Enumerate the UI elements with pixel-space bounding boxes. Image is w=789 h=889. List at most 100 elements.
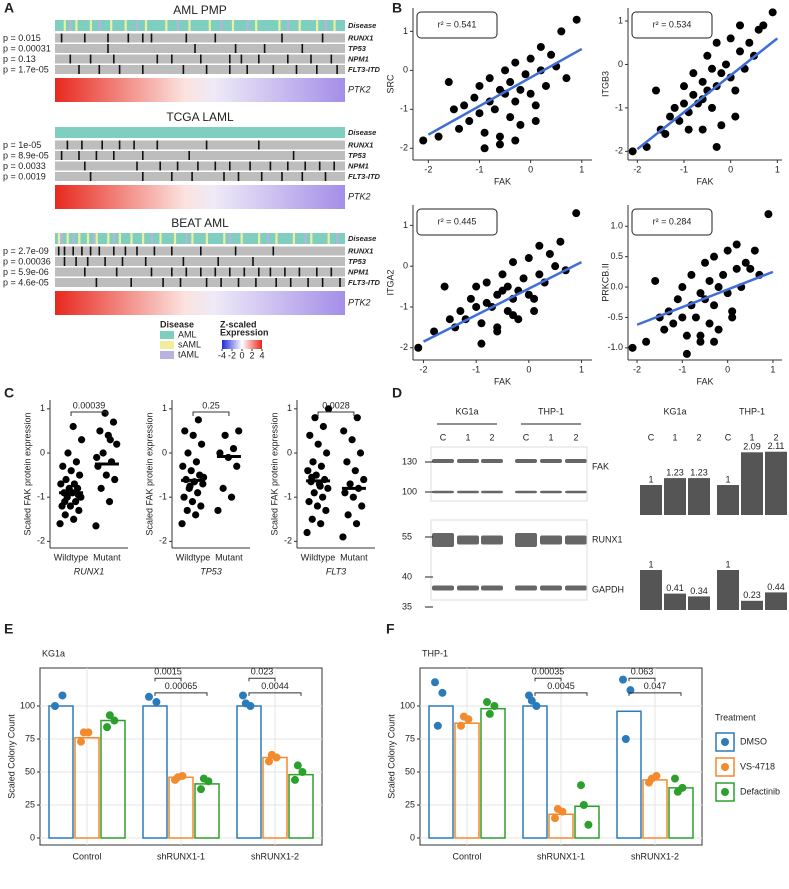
mutation-mark — [287, 54, 289, 64]
p-value: 0.023 — [251, 667, 274, 677]
gene-label: RUNX1 — [348, 246, 373, 255]
point — [673, 295, 682, 304]
point — [438, 688, 447, 697]
lane: C — [440, 432, 447, 442]
point — [708, 103, 716, 112]
disease-mark — [185, 233, 188, 244]
y-tick-label: -1 — [400, 104, 408, 114]
bar — [454, 722, 480, 839]
legend-key — [715, 732, 735, 752]
legend-title: Disease — [160, 319, 194, 329]
point — [324, 405, 333, 413]
blot-band — [515, 459, 537, 463]
point — [472, 282, 481, 291]
point — [178, 520, 186, 528]
p-value: p = 0.13 — [3, 54, 36, 64]
point — [308, 473, 316, 481]
mutation-mark — [142, 151, 144, 160]
point — [712, 38, 721, 47]
legend-label: VS-4718 — [740, 761, 775, 771]
point — [184, 449, 192, 457]
point — [113, 440, 121, 448]
disease-mark — [86, 233, 90, 244]
cell-line: KG1a — [663, 406, 686, 416]
blot-band — [565, 490, 587, 494]
marker: 55 — [402, 531, 412, 541]
point — [680, 99, 688, 108]
disease-row — [55, 20, 345, 31]
point — [477, 319, 486, 328]
disease-mark — [258, 233, 261, 244]
disease-mark — [142, 233, 145, 244]
mutation-row — [55, 151, 345, 160]
mutation-mark — [252, 257, 254, 266]
annotation: r² = 0.284 — [653, 216, 692, 226]
y-tick-label: 1 — [403, 220, 408, 230]
point — [72, 498, 80, 506]
mutation-mark — [214, 161, 217, 171]
y-axis-label: Scaled FAK protein expression — [22, 412, 32, 535]
point — [530, 294, 539, 303]
point — [319, 422, 327, 431]
mutation-mark — [333, 161, 335, 171]
point — [188, 498, 197, 506]
point — [689, 90, 698, 99]
colorbar-label: 4 — [259, 350, 264, 360]
mutation-mark — [115, 267, 118, 277]
point — [311, 414, 319, 422]
point — [192, 511, 200, 519]
point — [305, 498, 313, 506]
annotation-box — [631, 208, 713, 236]
mutation-mark — [229, 54, 231, 64]
x-tick-label: 1 — [579, 164, 584, 174]
point — [551, 262, 560, 271]
mutation-mark — [214, 33, 217, 43]
point — [465, 117, 474, 126]
colorbar-label: -2 — [228, 350, 236, 360]
point — [65, 484, 73, 492]
mutation-mark — [205, 278, 208, 287]
point — [72, 458, 80, 466]
bracket — [534, 692, 588, 696]
mutation-mark — [136, 246, 138, 256]
mutation-mark — [98, 65, 101, 74]
annotation-box — [416, 208, 498, 236]
mutation-row — [55, 278, 345, 287]
annotation: r² = 0.541 — [438, 19, 477, 29]
point — [216, 449, 224, 457]
disease-mark — [107, 233, 110, 244]
marker: 100 — [402, 486, 417, 496]
point — [96, 427, 104, 435]
bar — [428, 705, 454, 839]
point — [111, 475, 119, 484]
mutation-mark — [171, 246, 173, 256]
mutation-mark — [124, 246, 127, 256]
mutation-mark — [272, 246, 275, 256]
point — [764, 210, 773, 219]
lane: 1 — [672, 432, 677, 442]
disease-mark — [292, 233, 295, 244]
blot-frame — [430, 446, 588, 502]
point — [506, 113, 515, 122]
mutation-mark — [301, 44, 304, 53]
point — [352, 520, 361, 528]
point — [229, 444, 238, 453]
point — [358, 502, 366, 510]
y-tick-label: -2 — [400, 342, 408, 352]
mutation-mark — [336, 65, 338, 74]
bar — [616, 710, 642, 839]
point — [687, 270, 696, 279]
mutation-mark — [287, 161, 289, 171]
point — [531, 101, 540, 110]
x-tick-label: 1 — [775, 164, 780, 174]
mutation-mark — [200, 54, 202, 64]
colorbar-label: -4 — [218, 350, 226, 360]
marker: 40 — [402, 571, 412, 581]
disease-mark — [298, 20, 301, 31]
disease-mark — [287, 20, 290, 31]
value-label: 2.11 — [768, 441, 785, 451]
point — [710, 301, 719, 310]
point — [56, 520, 64, 528]
y-tick-label: 100 — [400, 700, 415, 710]
point — [57, 480, 65, 488]
